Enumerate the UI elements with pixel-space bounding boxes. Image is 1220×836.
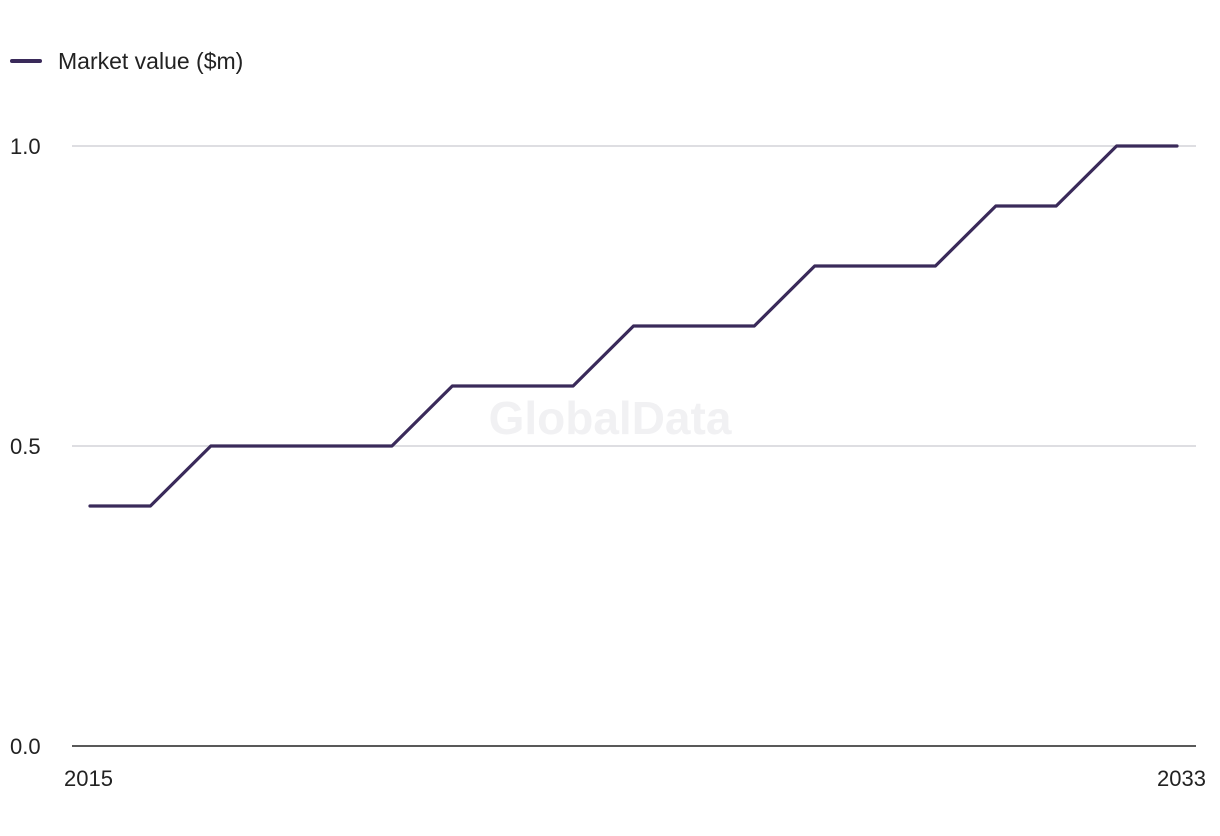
- legend-swatch-market-value: [10, 59, 42, 63]
- y-tick-label-0.0: 0.0: [10, 734, 41, 759]
- x-tick-label-2033: 2033: [1157, 766, 1206, 791]
- y-tick-label-0.5: 0.5: [10, 434, 41, 459]
- legend-label-market-value: Market value ($m): [58, 47, 244, 74]
- y-tick-label-1.0: 1.0: [10, 134, 41, 159]
- series-line-0: [88, 144, 1179, 508]
- legend: Market value ($m): [10, 46, 243, 76]
- watermark: GlobalData: [489, 392, 732, 444]
- x-tick-label-2015: 2015: [64, 766, 113, 791]
